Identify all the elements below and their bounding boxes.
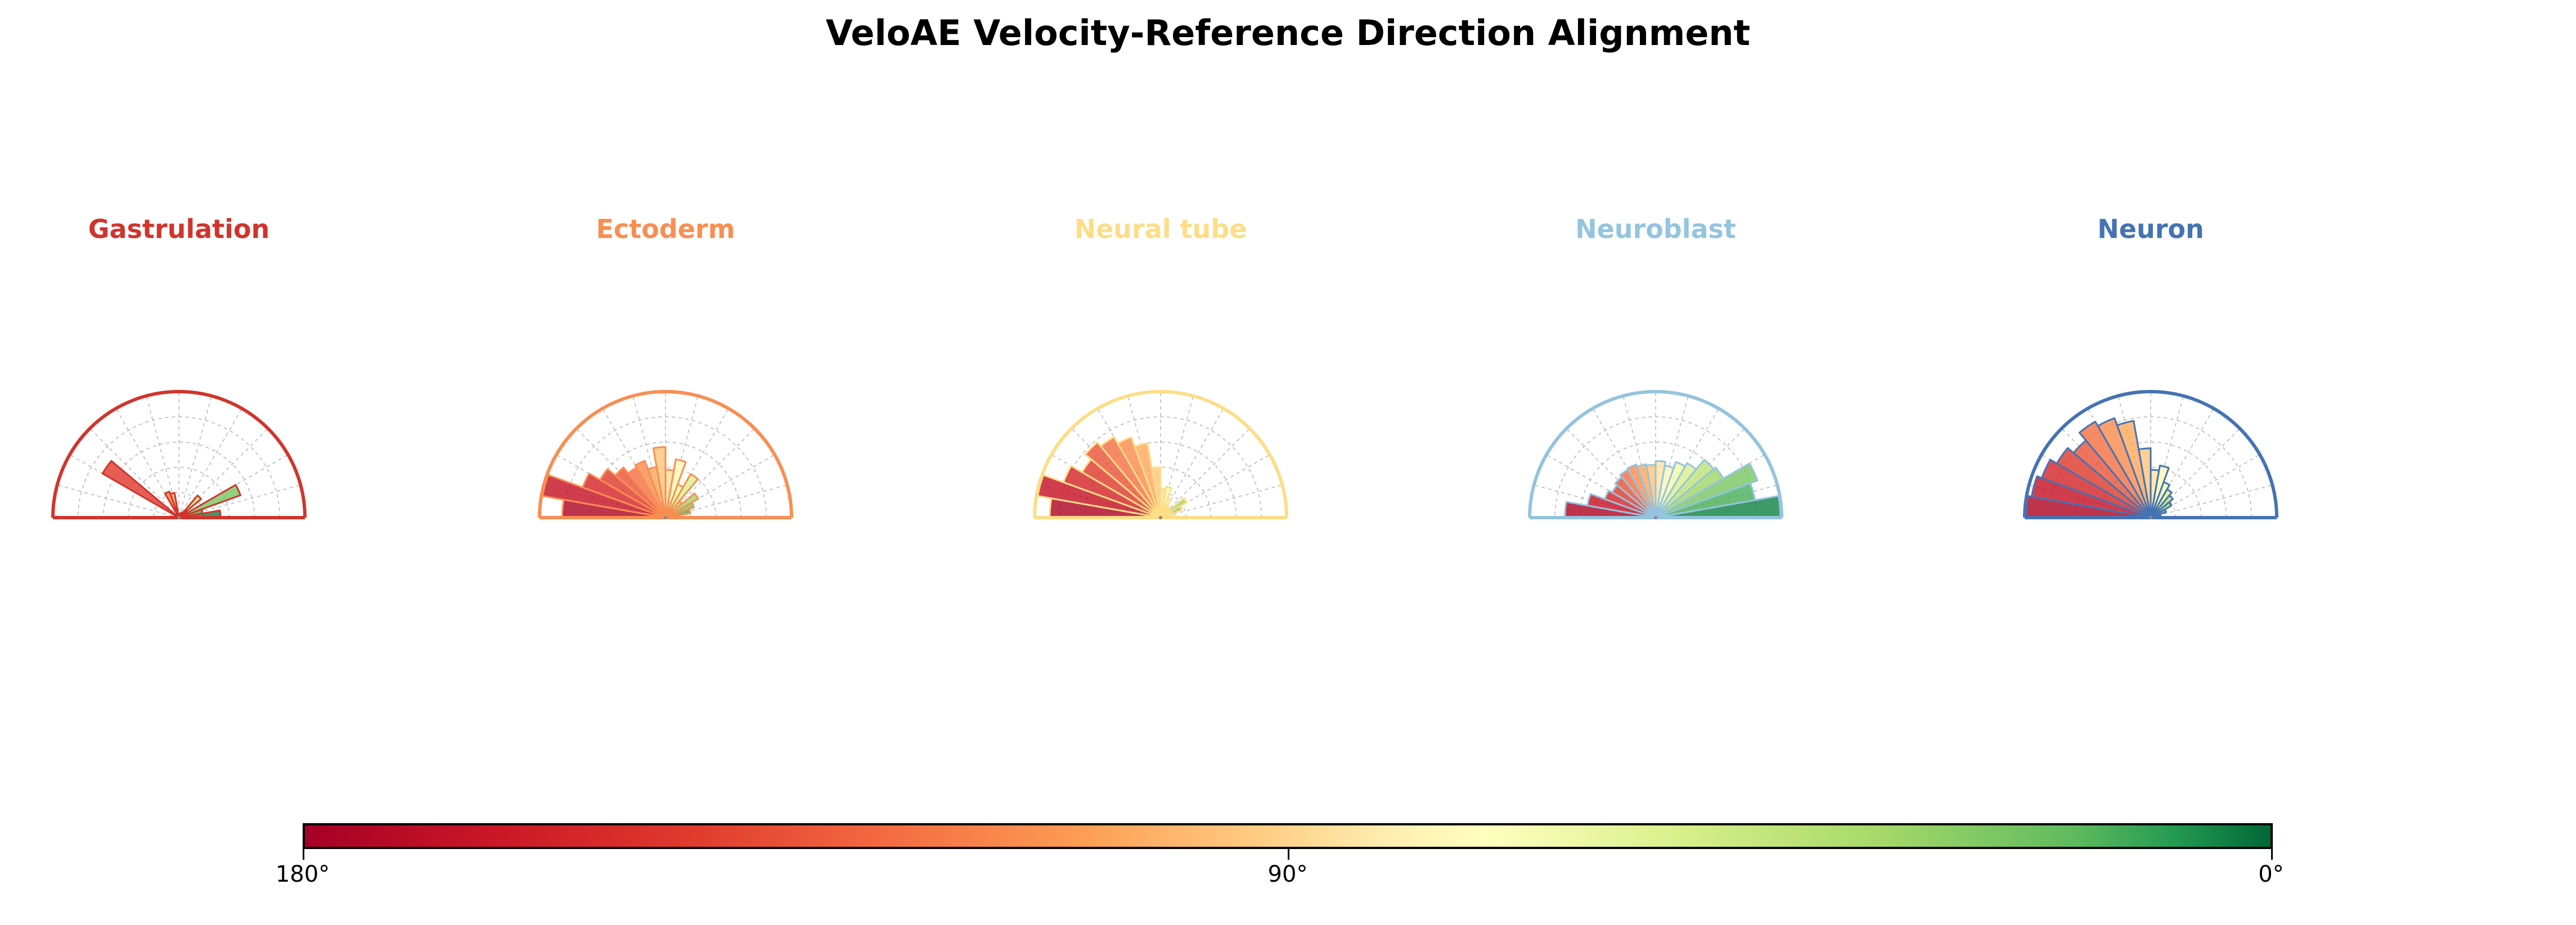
polar-bar bbox=[664, 458, 687, 519]
polar-bar bbox=[2078, 420, 2152, 519]
page-title: VeloAE Velocity-Reference Direction Alig… bbox=[825, 12, 1751, 53]
polar-bar bbox=[1084, 441, 1162, 519]
polar-origin-marker bbox=[664, 516, 667, 519]
polar-bars bbox=[542, 446, 699, 519]
polar-bars bbox=[1037, 435, 1188, 519]
polar-bar bbox=[1655, 462, 1697, 519]
polar-bar bbox=[164, 491, 180, 519]
polar-bars bbox=[1564, 459, 1782, 519]
polar-origin-marker bbox=[2149, 516, 2152, 519]
colorbar-label-90: 90° bbox=[1267, 861, 1308, 887]
polar-bar bbox=[101, 460, 180, 519]
polar-panel-title: Neural tube bbox=[1074, 214, 1247, 244]
polar-panel-title: Neuroblast bbox=[1575, 214, 1736, 244]
polar-panel-title: Neuron bbox=[2097, 214, 2204, 244]
polar-bar bbox=[1655, 460, 1667, 519]
colorbar-gradient bbox=[303, 823, 2273, 849]
polar-origin-marker bbox=[177, 516, 181, 519]
polar-panel-title: Ectoderm bbox=[596, 214, 735, 244]
polar-bar bbox=[1655, 462, 1759, 519]
polar-grid bbox=[57, 392, 301, 518]
polar-bar bbox=[2150, 464, 2170, 519]
polar-bar bbox=[1619, 469, 1657, 519]
polar-bars bbox=[2025, 417, 2174, 519]
polar-origin-marker bbox=[1654, 516, 1657, 519]
polar-bar bbox=[178, 484, 241, 519]
polar-rose-plot bbox=[412, 253, 919, 568]
polar-bar bbox=[1655, 466, 1724, 519]
polar-bar bbox=[1655, 461, 1687, 519]
polar-panel-neuron: Neuron bbox=[1898, 214, 2404, 574]
polar-rose-plot bbox=[0, 253, 432, 568]
polar-bar bbox=[1655, 459, 1715, 519]
polar-rose-plot bbox=[1402, 253, 1909, 568]
polar-rose-plot bbox=[1898, 253, 2404, 568]
polar-panel-neuroblast: Neuroblast bbox=[1402, 214, 1909, 574]
colorbar-tick-180 bbox=[303, 849, 304, 860]
colorbar: 180° 90° 0° bbox=[276, 823, 2284, 887]
polar-bar bbox=[664, 473, 699, 519]
polar-panel-title: Gastrulation bbox=[88, 214, 270, 244]
polar-panel-gastrulation: Gastrulation bbox=[0, 214, 432, 574]
colorbar-label-180: 180° bbox=[275, 861, 330, 887]
polar-bar bbox=[1614, 476, 1657, 519]
polar-panel-neural-tube: Neural tube bbox=[907, 214, 1414, 574]
colorbar-tick-0 bbox=[2271, 849, 2273, 860]
polar-bar bbox=[1159, 486, 1172, 519]
polar-panel-ectoderm: Ectoderm bbox=[412, 214, 919, 574]
polar-rose-plot bbox=[907, 253, 1414, 568]
polar-bar bbox=[178, 495, 202, 519]
colorbar-label-0: 0° bbox=[2258, 861, 2284, 887]
polar-origin-marker bbox=[1159, 516, 1162, 519]
colorbar-tick-90 bbox=[1288, 849, 1289, 860]
